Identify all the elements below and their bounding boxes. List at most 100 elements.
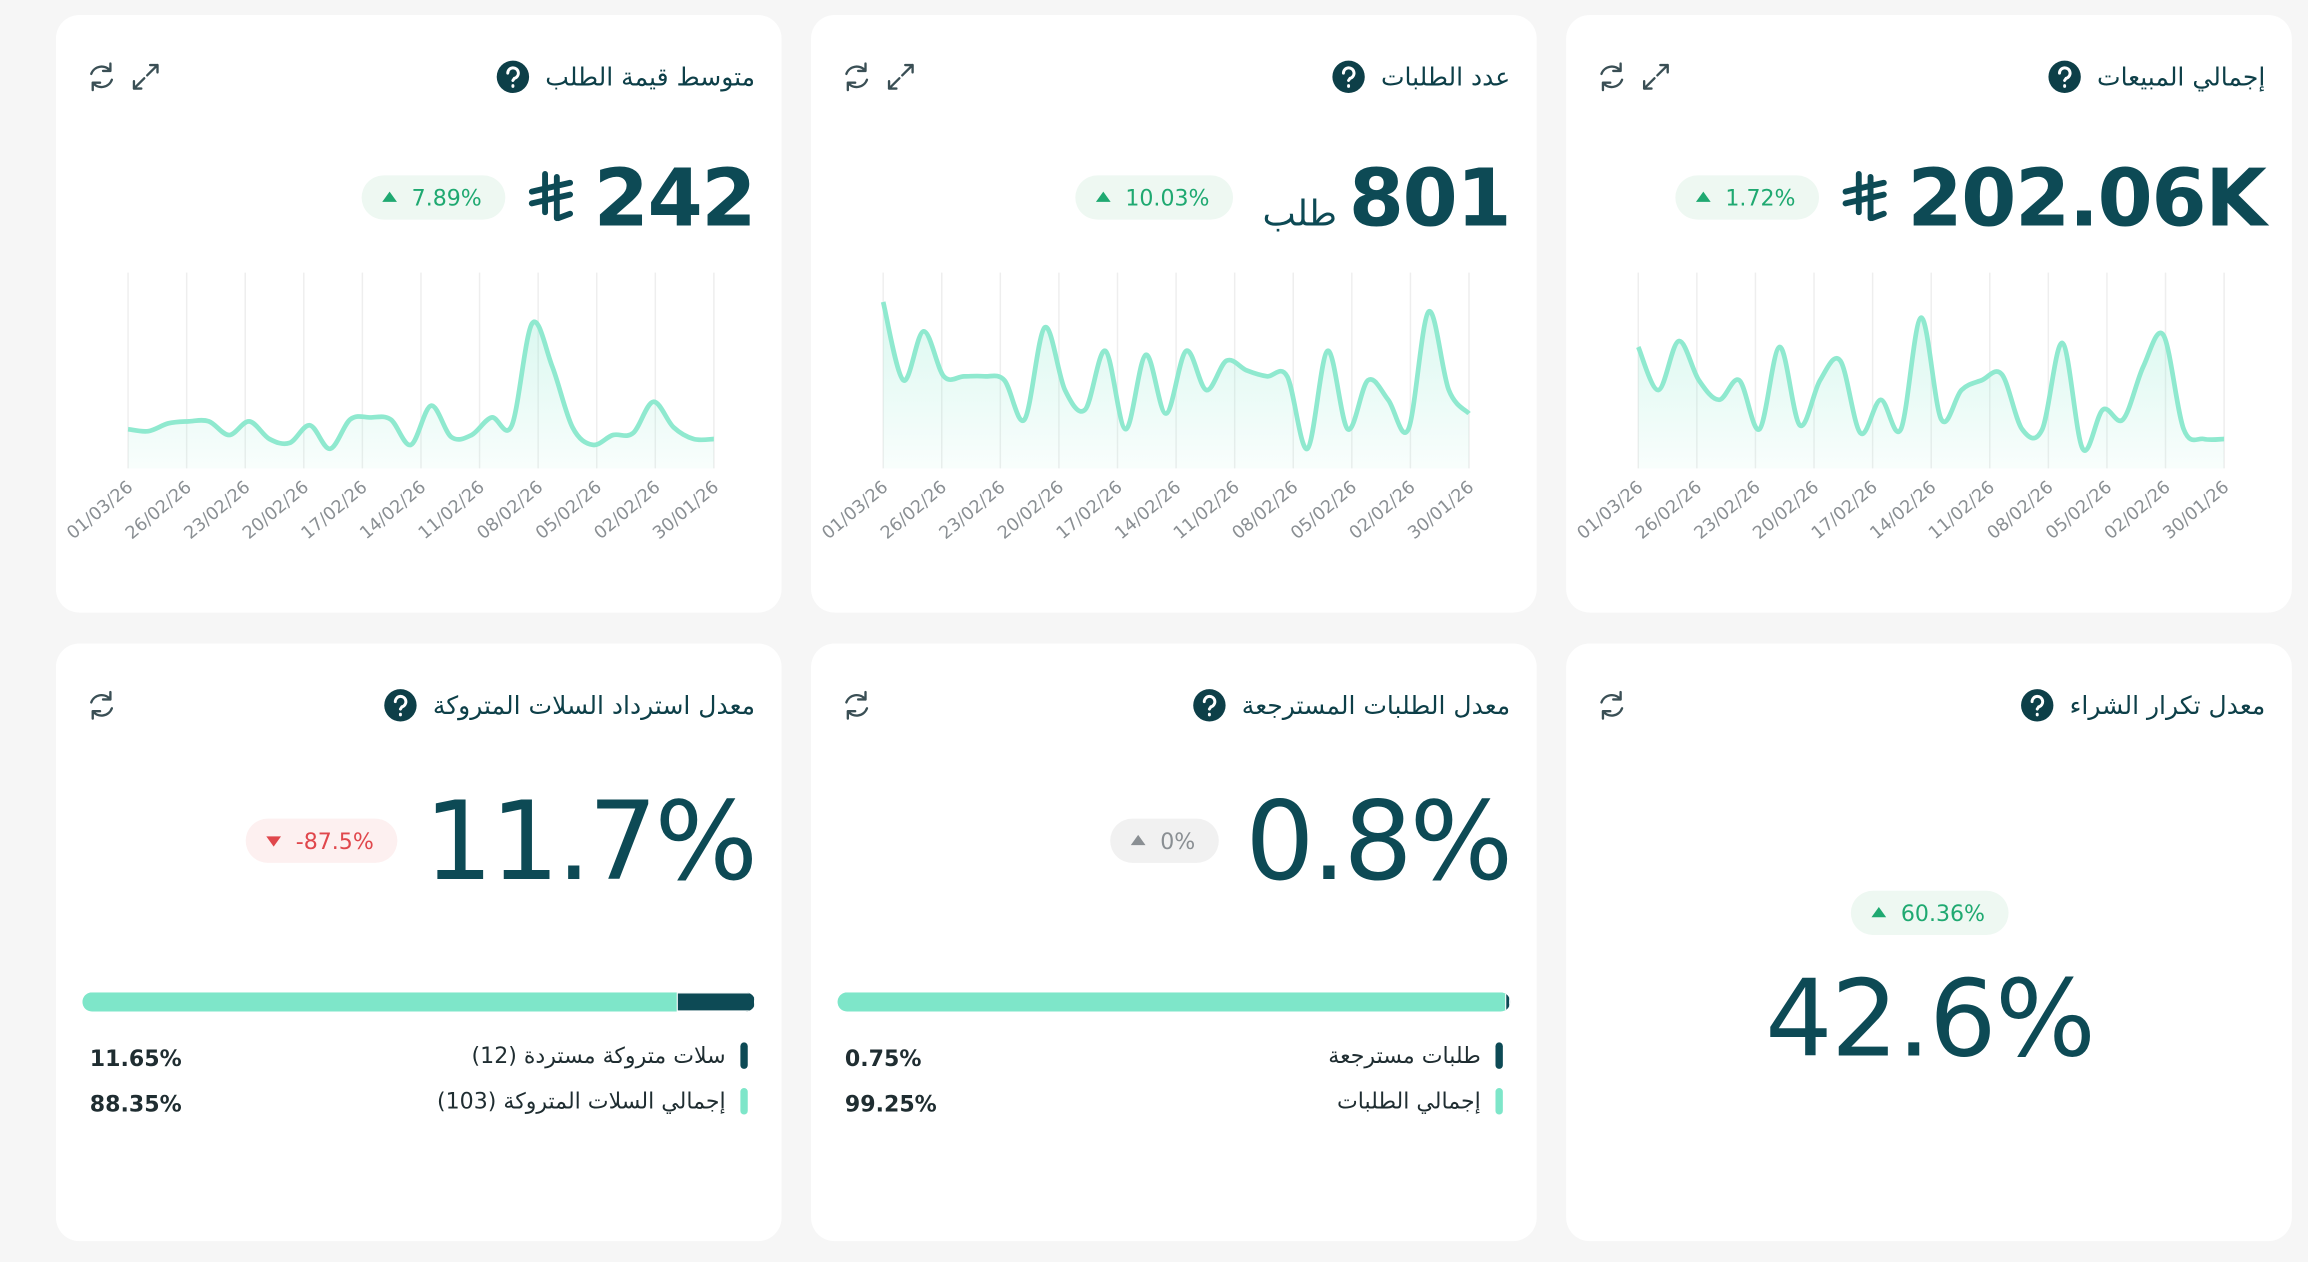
help-circle: [2021, 689, 2054, 722]
refresh-icon: [845, 62, 869, 92]
card-title: معدل تكرار الشراء: [2070, 691, 2266, 720]
bar-segment: [82, 992, 677, 1012]
change-badge-bg: [1850, 890, 2009, 935]
legend-label: إجمالي الطلبات: [1337, 1090, 1481, 1115]
refresh-icon: [1600, 690, 1624, 720]
change-arrow: [382, 191, 397, 202]
kpi-value: 42.6%: [1765, 958, 2094, 1081]
refresh-button[interactable]: [90, 690, 114, 720]
change-label: 10.03%: [1125, 187, 1209, 212]
card-title: معدل استرداد السلات المتروكة: [433, 691, 755, 721]
refresh-icon: [90, 62, 114, 92]
change-arrow: [1695, 191, 1711, 202]
help-circle: [1193, 689, 1226, 722]
change-badge-bg: [1110, 818, 1219, 863]
refresh-button[interactable]: [1600, 690, 1624, 720]
help-circle: [1332, 60, 1365, 94]
kpi-value: 11.7%: [424, 778, 755, 905]
card: [55, 643, 782, 1242]
change-label: 60.36%: [1901, 902, 1985, 927]
change-label: 0%: [1160, 830, 1195, 855]
change-badge: 10.03%: [1075, 175, 1234, 220]
help-icon[interactable]: [496, 60, 530, 94]
kpi-value: 242: [594, 151, 755, 244]
change-arrow: [1871, 906, 1887, 918]
help-icon[interactable]: [1332, 60, 1365, 94]
change-label: 7.89%: [412, 187, 482, 212]
change-badge: 0%: [1110, 818, 1219, 863]
legend-swatch: [740, 1042, 748, 1069]
legend-swatch: [740, 1088, 748, 1115]
expand-icon: [1642, 63, 1669, 90]
change-label: 1.72%: [1725, 187, 1795, 212]
riyal-glyph: [528, 171, 574, 222]
riyal-symbol: [1842, 171, 1887, 222]
help-glyph: [2030, 694, 2045, 717]
card-title: متوسط قيمة الطلب: [545, 63, 755, 92]
help-icon[interactable]: [384, 689, 417, 722]
help-glyph: [393, 694, 408, 717]
help-icon[interactable]: [2048, 60, 2081, 94]
legend-value: 88.35%: [90, 1093, 182, 1118]
expand-button[interactable]: [887, 63, 914, 90]
kpi-value: 202.06K: [1907, 151, 2269, 244]
legend-swatch: [1495, 1088, 1503, 1115]
help-circle: [384, 689, 417, 722]
change-badge: 7.89%: [361, 175, 506, 220]
legend-label: طلبات مسترجعة: [1328, 1044, 1480, 1069]
help-glyph: [506, 66, 520, 88]
refresh-button[interactable]: [845, 62, 869, 92]
kpi-value: 801: [1349, 151, 1510, 244]
change-arrow: [266, 836, 282, 847]
card-title: عدد الطلبات: [1381, 63, 1510, 92]
help-glyph: [2058, 66, 2072, 88]
refresh-button[interactable]: [845, 690, 869, 720]
sparkline: [127, 319, 715, 452]
change-label: -87.5%: [296, 830, 374, 855]
bar-segment: [837, 992, 1506, 1012]
card-title: معدل الطلبات المسترجعة: [1242, 691, 1510, 720]
refresh-button[interactable]: [90, 62, 114, 92]
change-arrow: [1095, 191, 1111, 202]
expand-icon: [887, 63, 914, 90]
refresh-icon: [1600, 62, 1624, 92]
change-arrow: [1130, 834, 1146, 846]
legend-value: 99.25%: [845, 1093, 937, 1118]
help-circle: [2048, 60, 2081, 94]
change-badge-bg: [1075, 175, 1234, 220]
help-circle: [496, 60, 530, 94]
card: [811, 643, 1537, 1242]
card-title: إجمالي المبيعات: [2097, 63, 2265, 93]
sparkline-area: [128, 321, 714, 469]
refresh-button[interactable]: [1600, 62, 1624, 92]
change-badge-bg: [361, 175, 506, 220]
change-badge-bg: [1675, 175, 1820, 220]
card: [1566, 643, 2292, 1242]
progress-bar: [82, 992, 756, 1012]
progress-bar: [837, 992, 1511, 1012]
bar-segment: [675, 992, 756, 1012]
help-glyph: [1202, 694, 1217, 717]
change-badge: 1.72%: [1675, 175, 1820, 220]
legend-label: إجمالي السلات المتروكة (103): [437, 1090, 726, 1115]
help-icon[interactable]: [1193, 689, 1226, 722]
riyal-glyph: [1842, 171, 1887, 222]
expand-button[interactable]: [1642, 63, 1669, 90]
legend-value: 11.65%: [90, 1047, 182, 1072]
sparkline: [880, 301, 1471, 452]
sparkline: [1636, 315, 2225, 453]
bar-segment: [1504, 992, 1511, 1012]
riyal-symbol: [528, 171, 574, 222]
change-badge-bg: [245, 818, 398, 863]
expand-icon: [132, 63, 159, 90]
legend-value: 0.75%: [845, 1047, 922, 1072]
kpi-unit: طلب: [1262, 193, 1336, 234]
legend-label: سلات متروكة مستردة (12): [472, 1044, 726, 1069]
expand-button[interactable]: [132, 63, 159, 90]
kpi-value: 0.8%: [1245, 778, 1510, 905]
help-icon[interactable]: [2021, 689, 2054, 722]
refresh-icon: [90, 690, 114, 720]
legend-swatch: [1495, 1042, 1503, 1069]
